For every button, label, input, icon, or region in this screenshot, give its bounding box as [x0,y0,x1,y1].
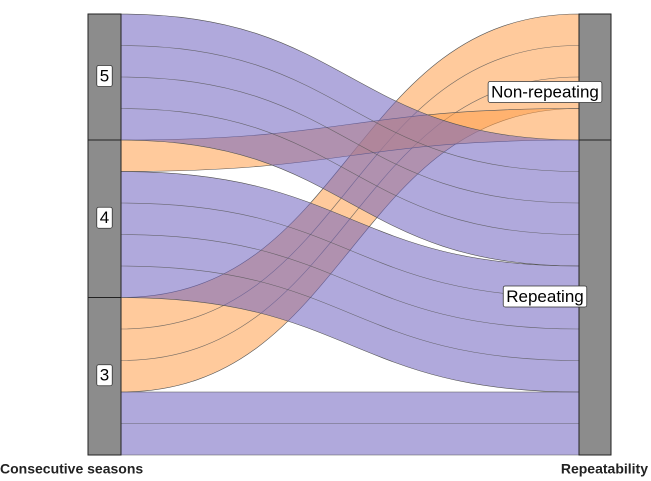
label-box [487,81,603,103]
flow-divider [120,265,580,361]
stratum [578,13,612,141]
label-box [96,206,113,229]
stratum-label-group: 3 [96,364,113,387]
label-box [502,285,588,308]
stratum-label-group: Non-repeating [487,81,603,103]
stratum-label-group: Repeating [502,285,588,308]
flow-divider [120,45,580,172]
label-box [96,364,113,387]
label-box [96,65,113,87]
axis-label: Consecutive seasons [0,461,143,477]
flow-divider [120,108,580,235]
stratum-label: 5 [100,66,109,85]
stratum-label-group: 4 [96,206,113,229]
axis-label: Repeatability [561,461,648,477]
flow-divider [120,76,580,204]
stratum-label-group: 5 [96,65,113,87]
stratum-label: 4 [100,208,109,227]
stratum-label: Repeating [506,287,584,306]
flow-divider [120,202,580,298]
stratum-label: Non-repeating [491,82,599,101]
stratum-label: 3 [100,366,109,385]
flow-divider [120,234,580,330]
